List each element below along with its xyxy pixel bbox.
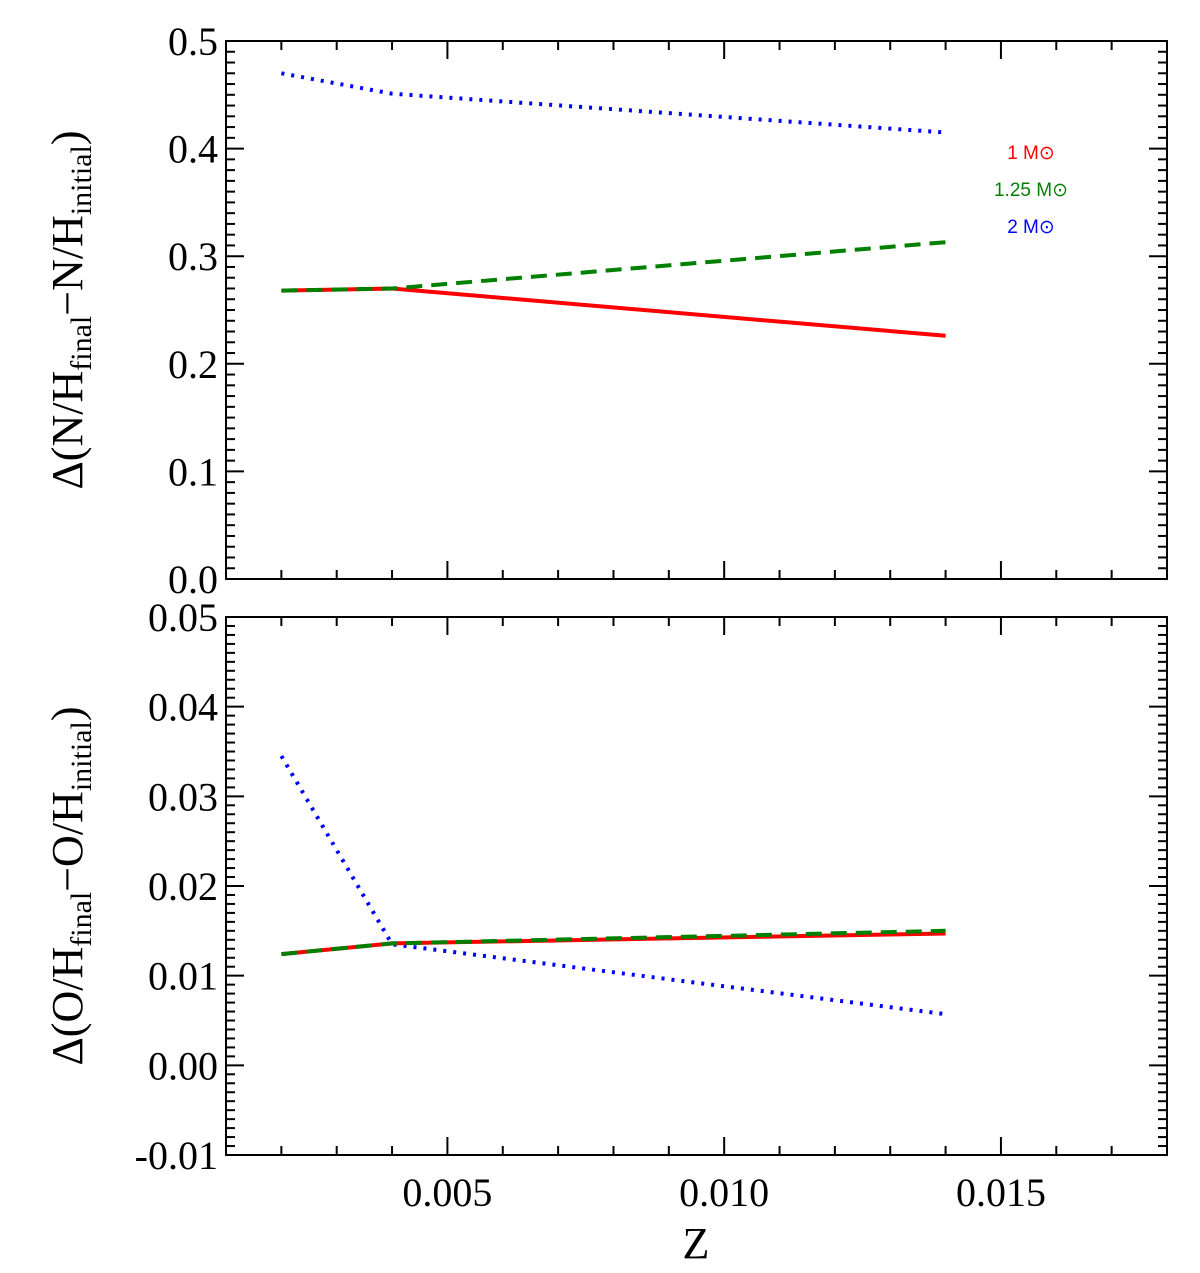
y-tick-label: 0.03: [148, 774, 218, 819]
y-tick-label: 0.1: [168, 449, 218, 494]
x-tick-label: 0.005: [402, 1170, 492, 1215]
y-axis-label-part: ): [43, 131, 92, 146]
plot-frame: [225, 616, 1168, 1156]
y-axis-label-part: Δ(N/H: [43, 371, 92, 490]
y-tick-label: 0.4: [168, 127, 218, 172]
series-line-2-msun: [279, 754, 946, 1017]
series-line-1-msun: [281, 286, 946, 338]
legend-entry: 2 M⊙: [1007, 217, 1055, 238]
x-tick-label: 0.010: [679, 1170, 769, 1215]
y-tick-label: 0.3: [168, 234, 218, 279]
y-axis-label-part: Δ(O/H: [43, 947, 92, 1066]
y-axis-label-subscript: final: [65, 892, 98, 947]
series-line-1_25-msun: [281, 240, 946, 293]
y-tick-label: 0.5: [168, 19, 218, 64]
y-tick-label: 0.00: [148, 1043, 218, 1088]
y-tick-label: 0.05: [148, 595, 218, 640]
legend: 1 M⊙ 1.25 M⊙ 2 M⊙: [994, 143, 1068, 238]
x-tick-label: 0.015: [956, 1170, 1046, 1215]
panel-oh: -0.01 0.00 0.01 0.02 0.03 0.04 0.05 Δ(O/Hfinal−…: [43, 595, 1168, 1178]
y-tick-label: 0.01: [148, 954, 218, 999]
y-tick-label: 0.2: [168, 342, 218, 387]
legend-entry: 1.25 M⊙: [994, 180, 1068, 201]
y-tick-label: -0.01: [135, 1133, 218, 1178]
y-axis-label: Δ(O/Hfinal−O/Hinitial): [43, 707, 98, 1066]
x-axis-label: Z: [683, 1219, 710, 1268]
x-axis-tick-labels: 0.005 0.010 0.015: [402, 1170, 1046, 1215]
y-tick-label: 0.0: [168, 557, 218, 602]
y-axis-label-part: ): [43, 707, 92, 722]
panel-nh: 0.0 0.1 0.2 0.3 0.4 0.5 Δ(N/Hfinal−N/Hinitial): [43, 19, 1168, 602]
y-axis-label-part: −N/H: [43, 215, 92, 316]
y-axis-label: Δ(N/Hfinal−N/Hinitial): [43, 131, 98, 490]
y-tick-label: 0.04: [148, 685, 218, 730]
plot-frame: [225, 40, 1168, 580]
series-line-2-msun: [281, 71, 946, 135]
y-axis-label-subscript: initial: [65, 721, 98, 791]
y-axis-label-part: −O/H: [43, 791, 92, 892]
legend-entry: 1 M⊙: [1007, 143, 1055, 164]
y-tick-label: 0.02: [148, 864, 218, 909]
series-line-1_25-msun: [281, 928, 946, 957]
y-axis-label-subscript: initial: [65, 145, 98, 215]
y-axis-label-subscript: final: [65, 316, 98, 371]
